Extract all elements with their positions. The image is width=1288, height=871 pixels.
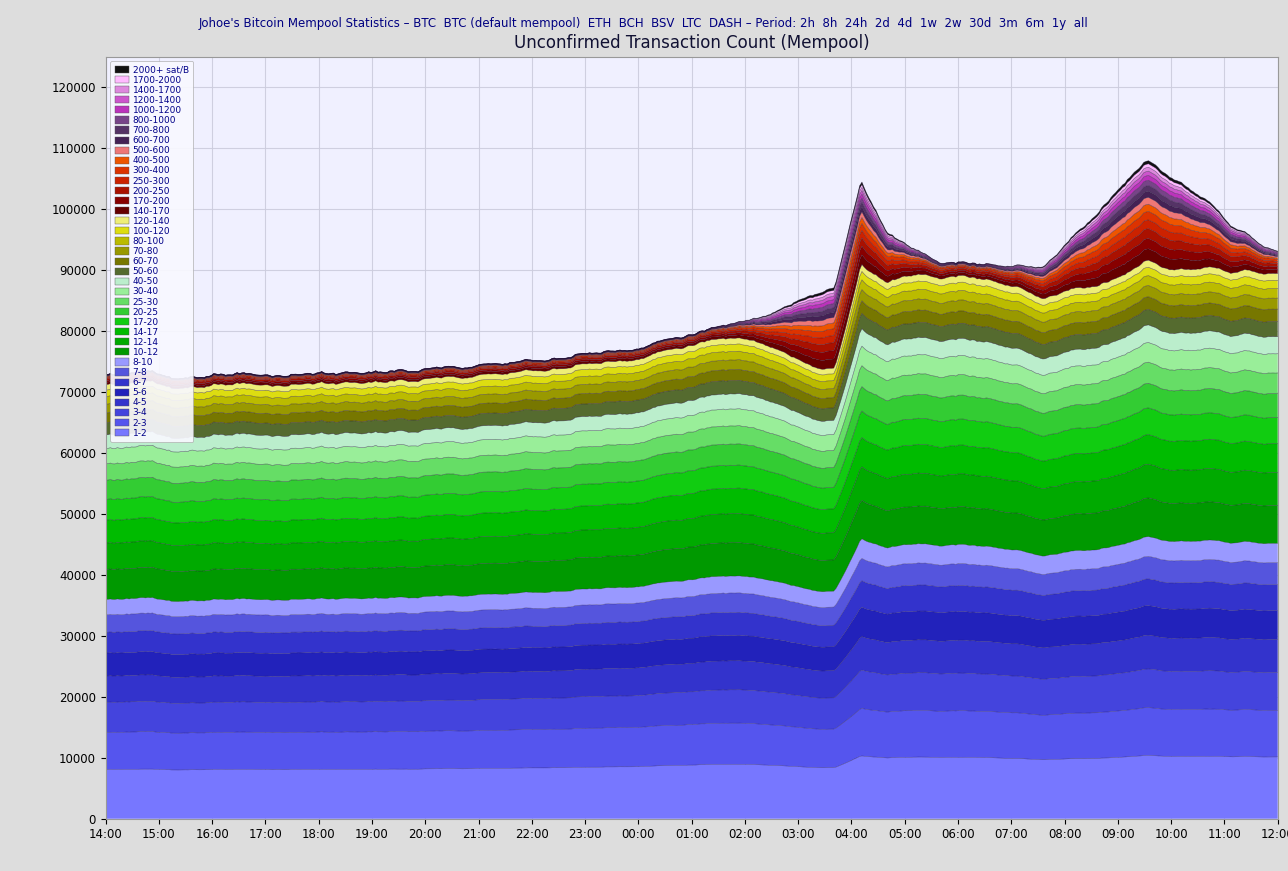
Text: Johoe's Bitcoin Mempool Statistics – BTC  BTC (default mempool)  ETH  BCH  BSV  : Johoe's Bitcoin Mempool Statistics – BTC… (200, 17, 1088, 30)
Legend: 2000+ sat/B, 1700-2000, 1400-1700, 1200-1400, 1000-1200, 800-1000, 700-800, 600-: 2000+ sat/B, 1700-2000, 1400-1700, 1200-… (111, 61, 193, 442)
Title: Unconfirmed Transaction Count (Mempool): Unconfirmed Transaction Count (Mempool) (514, 34, 869, 52)
